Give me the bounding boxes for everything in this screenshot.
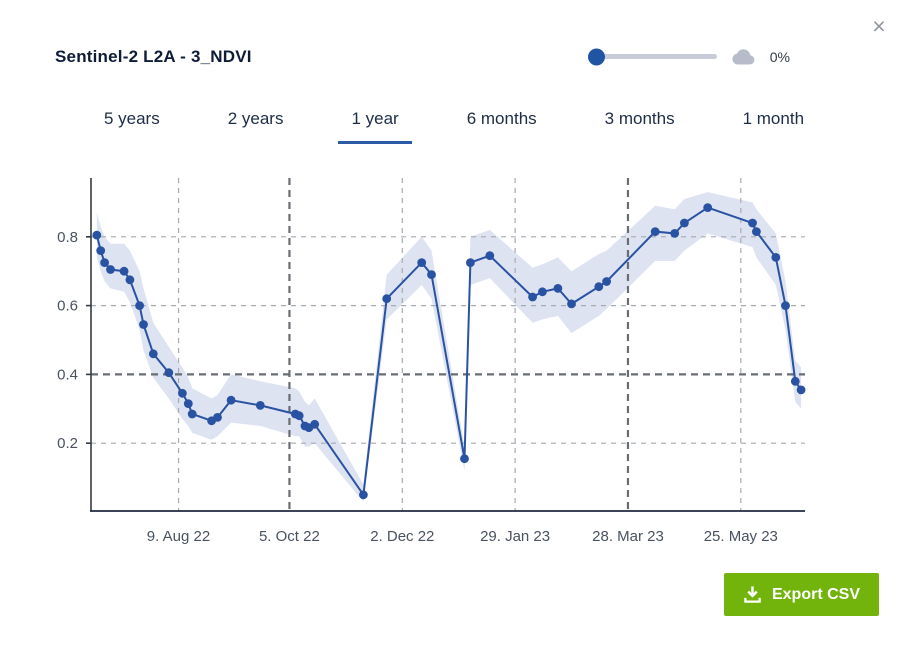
confidence-band (96, 192, 802, 502)
y-axis-labels: 0.2 0.4 0.6 0.8 (57, 229, 78, 452)
svg-text:0.8: 0.8 (57, 229, 78, 246)
svg-text:0.2: 0.2 (57, 435, 78, 452)
export-csv-button[interactable]: Export CSV (723, 573, 879, 616)
svg-text:28. Mar 23: 28. Mar 23 (592, 528, 664, 545)
cloud-icon (732, 49, 755, 65)
close-icon[interactable]: × (866, 13, 892, 39)
time-range-tabs: 5 years 2 years 1 year 6 months 3 months… (0, 105, 908, 144)
axes (86, 178, 805, 512)
svg-text:29. Jan 23: 29. Jan 23 (480, 528, 550, 545)
chart-title: Sentinel-2 L2A - 3_NDVI (55, 47, 252, 66)
tab-5-years[interactable]: 5 years (103, 109, 160, 128)
svg-text:2. Dec 22: 2. Dec 22 (370, 528, 434, 545)
tab-2-years[interactable]: 2 years (227, 109, 284, 128)
download-icon (744, 586, 761, 603)
svg-text:5. Oct 22: 5. Oct 22 (259, 528, 320, 545)
tab-3-months[interactable]: 3 months (604, 109, 675, 128)
x-axis-labels: 9. Aug 22 5. Oct 22 2. Dec 22 29. Jan 23 28.… (147, 528, 778, 545)
svg-text:0.6: 0.6 (57, 298, 78, 315)
tab-6-months[interactable]: 6 months (466, 109, 537, 128)
ndvi-line (95, 206, 802, 498)
svg-text:25. May 23: 25. May 23 (704, 528, 778, 545)
gridlines (91, 178, 805, 511)
tab-1-month[interactable]: 1 month (742, 109, 805, 128)
export-csv-label: Export CSV (771, 585, 860, 603)
data-points[interactable] (92, 203, 806, 500)
tab-1-year[interactable]: 1 year (338, 105, 412, 144)
cloud-coverage-slider[interactable] (587, 48, 717, 65)
cloud-coverage-slider-group: 0% (587, 47, 790, 66)
cloud-coverage-value: 0% (769, 48, 790, 65)
slider-knob[interactable] (587, 48, 605, 65)
svg-text:0.4: 0.4 (57, 366, 78, 383)
svg-text:9. Aug 22: 9. Aug 22 (147, 528, 210, 545)
